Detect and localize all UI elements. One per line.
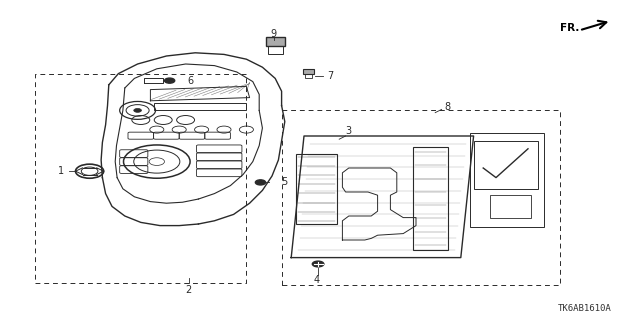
Circle shape	[255, 180, 266, 185]
Bar	[296, 154, 337, 224]
Text: 3: 3	[346, 126, 352, 136]
Text: 8: 8	[445, 102, 451, 112]
Bar	[154, 103, 246, 110]
Text: 6: 6	[187, 76, 193, 86]
Text: 1: 1	[58, 166, 64, 176]
Text: 7: 7	[328, 71, 334, 81]
Text: TK6AB1610A: TK6AB1610A	[557, 304, 611, 313]
Circle shape	[164, 78, 175, 83]
Bar	[490, 195, 531, 218]
Bar	[268, 46, 283, 54]
Bar	[474, 141, 538, 189]
Text: FR.: FR.	[560, 23, 579, 33]
Text: 4: 4	[314, 275, 320, 285]
Bar	[305, 74, 312, 78]
Bar	[266, 37, 285, 46]
Text: 5: 5	[282, 177, 288, 188]
Text: 9: 9	[271, 28, 277, 39]
Circle shape	[312, 261, 324, 267]
Circle shape	[134, 108, 141, 112]
Text: 2: 2	[186, 284, 192, 295]
Bar	[413, 147, 448, 250]
Bar	[303, 69, 314, 74]
Bar	[470, 133, 544, 227]
